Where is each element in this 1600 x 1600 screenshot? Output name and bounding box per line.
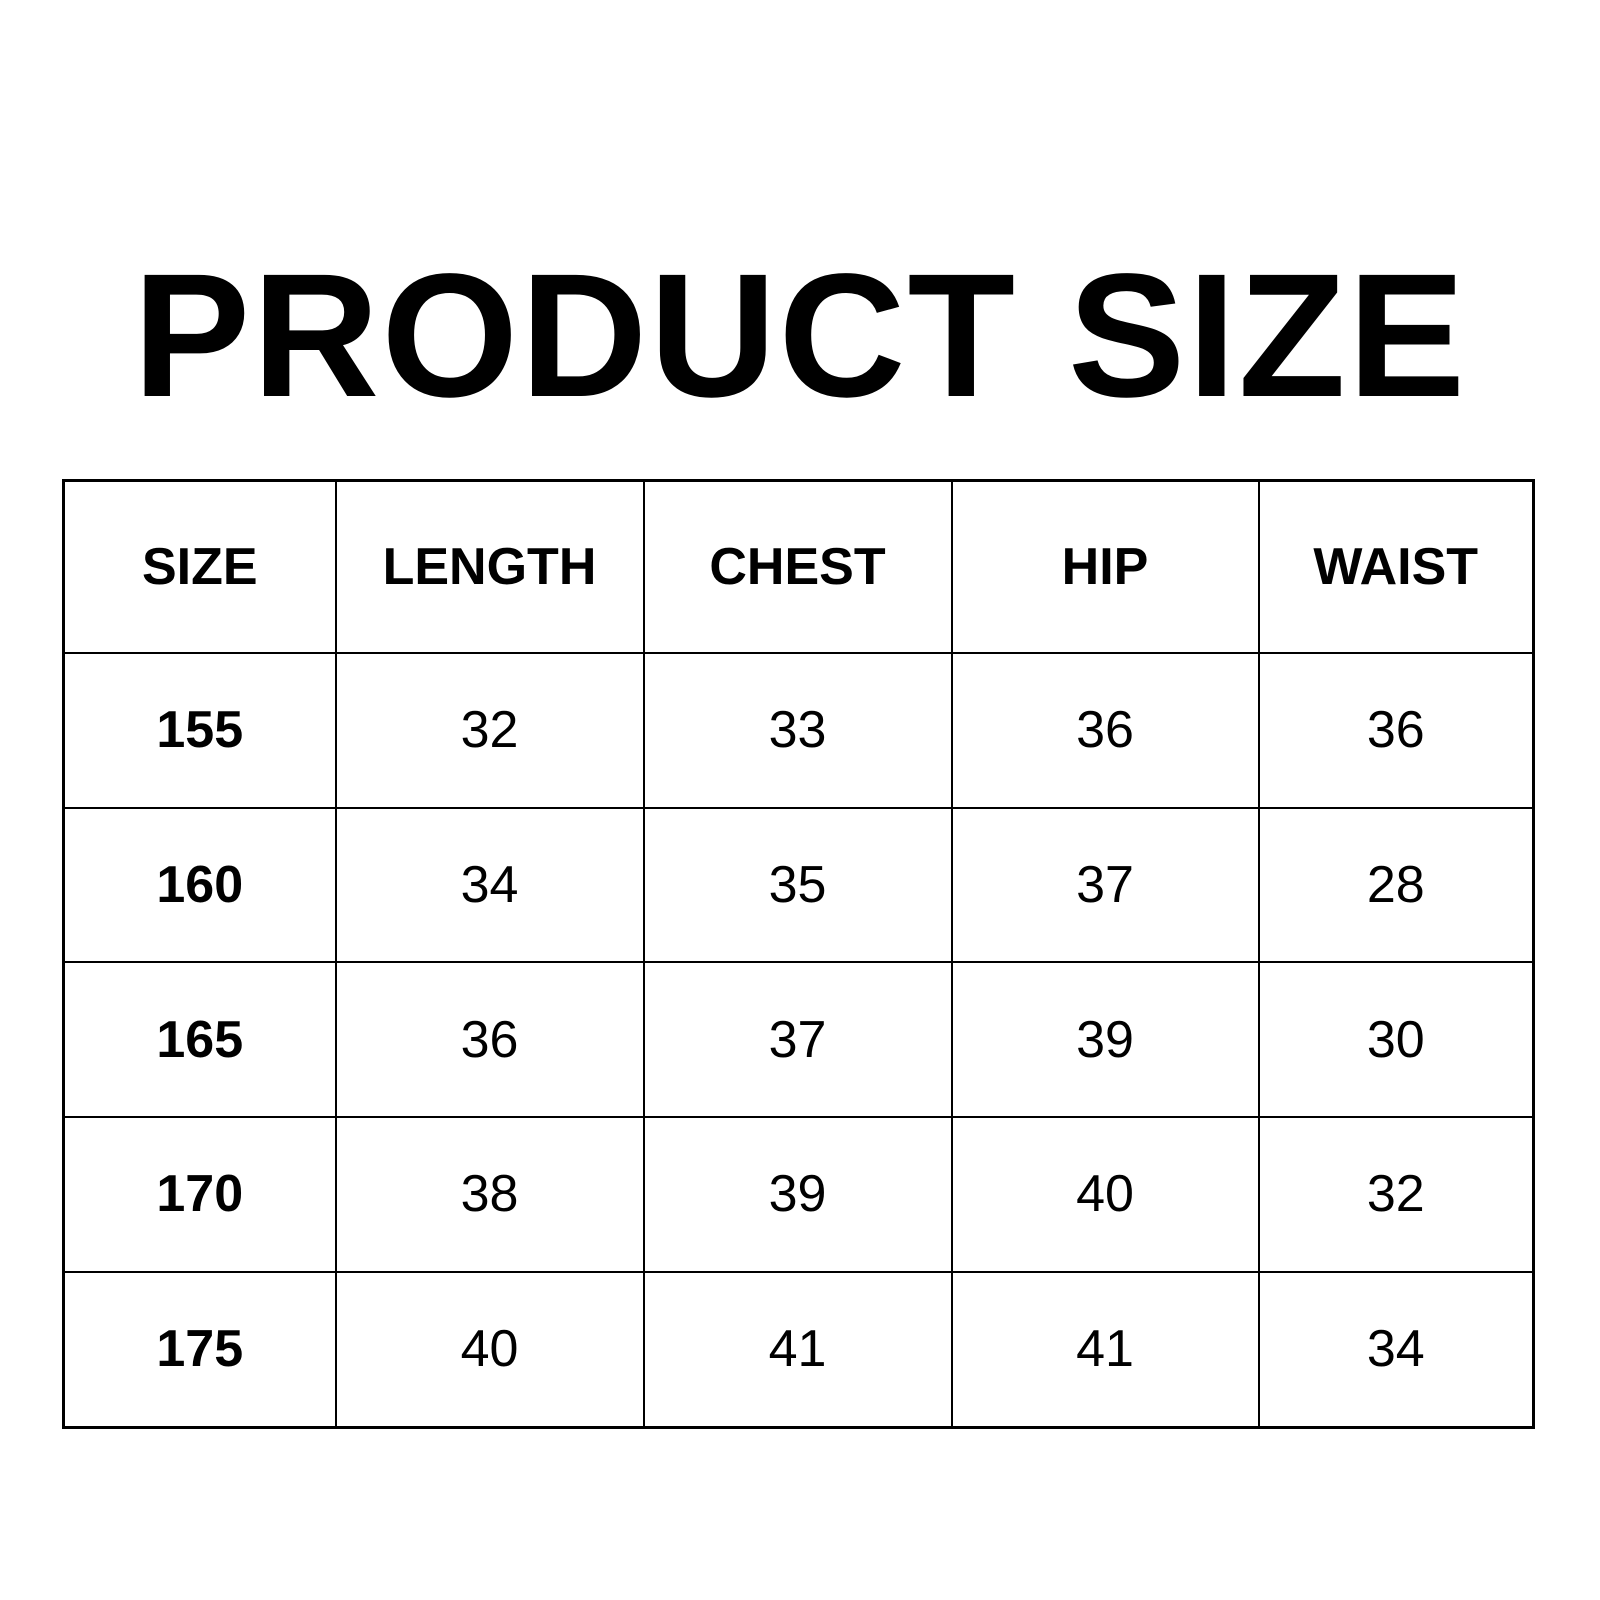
hip-cell: 36 [950, 652, 1260, 809]
header-size: SIZE [62, 479, 337, 654]
hip-cell: 39 [950, 961, 1260, 1118]
header-waist: WAIST [1257, 479, 1535, 654]
header-row: SIZE LENGTH CHEST HIP WAIST [62, 479, 1535, 654]
hip-cell: 41 [950, 1270, 1260, 1429]
table-row: 175 40 41 41 34 [62, 1270, 1535, 1429]
header-hip: HIP [950, 479, 1260, 654]
size-cell: 165 [62, 961, 337, 1118]
size-cell: 170 [62, 1115, 337, 1273]
chest-cell: 41 [642, 1270, 953, 1429]
length-cell: 38 [334, 1115, 645, 1273]
size-cell: 155 [62, 652, 337, 809]
table-row: 160 34 35 37 28 [62, 806, 1535, 964]
chest-cell: 39 [642, 1115, 953, 1273]
table-row: 165 36 37 39 30 [62, 961, 1535, 1118]
waist-cell: 30 [1257, 961, 1535, 1118]
waist-cell: 34 [1257, 1270, 1535, 1429]
length-cell: 36 [334, 961, 645, 1118]
hip-cell: 37 [950, 806, 1260, 964]
header-length: LENGTH [334, 479, 645, 654]
chest-cell: 35 [642, 806, 953, 964]
table-row: 170 38 39 40 32 [62, 1115, 1535, 1273]
header-chest: CHEST [642, 479, 953, 654]
waist-cell: 32 [1257, 1115, 1535, 1273]
waist-cell: 28 [1257, 806, 1535, 964]
size-cell: 175 [62, 1270, 337, 1429]
page-title: PRODUCT SIZE [132, 238, 1468, 434]
length-cell: 34 [334, 806, 645, 964]
table-row: 155 32 33 36 36 [62, 652, 1535, 809]
chest-cell: 37 [642, 961, 953, 1118]
size-table: SIZE LENGTH CHEST HIP WAIST 155 32 33 36… [62, 479, 1535, 1429]
waist-cell: 36 [1257, 652, 1535, 809]
hip-cell: 40 [950, 1115, 1260, 1273]
chest-cell: 33 [642, 652, 953, 809]
size-cell: 160 [62, 806, 337, 964]
length-cell: 40 [334, 1270, 645, 1429]
length-cell: 32 [334, 652, 645, 809]
